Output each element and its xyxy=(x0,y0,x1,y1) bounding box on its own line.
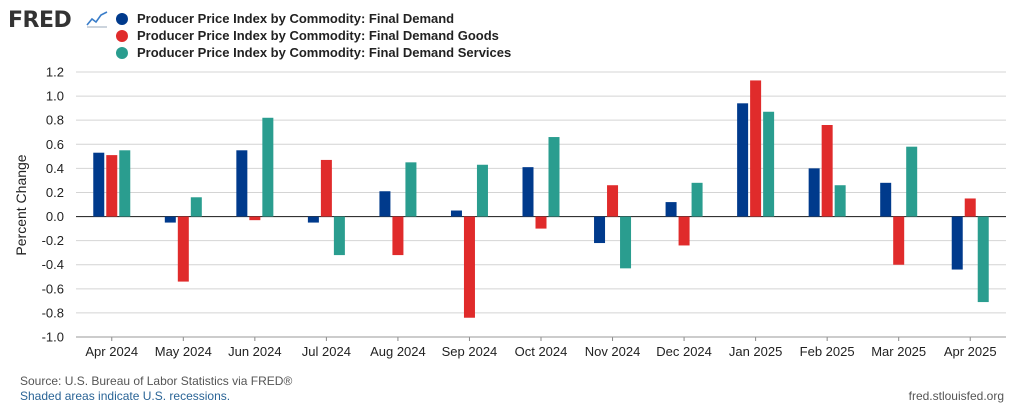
y-tick-label: 0.6 xyxy=(46,137,64,152)
legend-item-final-demand-goods[interactable]: Producer Price Index by Commodity: Final… xyxy=(116,27,511,44)
bar xyxy=(834,185,846,217)
bar xyxy=(737,103,749,217)
bar xyxy=(880,182,892,217)
bar xyxy=(164,216,176,223)
bar xyxy=(821,125,833,217)
x-tick-label: May 2024 xyxy=(155,344,212,359)
x-tick-label: Sep 2024 xyxy=(442,344,498,359)
bar xyxy=(964,198,976,217)
bar xyxy=(405,162,417,217)
legend-label: Producer Price Index by Commodity: Final… xyxy=(137,11,455,26)
chart-header: FRED Producer Price Index by Commodity: … xyxy=(8,6,1008,61)
legend: Producer Price Index by Commodity: Final… xyxy=(116,10,511,61)
y-tick-label: 0.2 xyxy=(46,185,64,200)
legend-item-final-demand[interactable]: Producer Price Index by Commodity: Final… xyxy=(116,10,511,27)
y-axis: 1.2 1.0 0.8 0.6 0.4 0.2 0.0 -0.2 -0.4 -0.6 -0.8 -1.… xyxy=(42,65,64,345)
bar xyxy=(320,159,332,217)
bar xyxy=(977,216,989,303)
bar xyxy=(750,80,762,217)
y-tick-label: -0.6 xyxy=(42,281,64,296)
x-tick-label: Jul 2024 xyxy=(302,344,351,359)
legend-label: Producer Price Index by Commodity: Final… xyxy=(137,45,512,60)
legend-item-final-demand-services[interactable]: Producer Price Index by Commodity: Final… xyxy=(116,44,511,61)
gridlines xyxy=(76,71,1006,338)
bar xyxy=(665,202,677,217)
x-tick-label: Apr 2024 xyxy=(85,344,138,359)
legend-marker xyxy=(116,46,128,59)
bar xyxy=(93,152,105,217)
legend-label: Producer Price Index by Commodity: Final… xyxy=(137,28,499,43)
bar xyxy=(463,216,475,318)
bar-chart: 1.2 1.0 0.8 0.6 0.4 0.2 0.0 -0.2 -0.4 -0.6 -0.8 -1.… xyxy=(13,65,1006,359)
x-tick-label: Mar 2025 xyxy=(871,344,926,359)
bar xyxy=(177,216,189,282)
bar xyxy=(691,182,703,217)
y-tick-label: -1.0 xyxy=(42,330,64,345)
bar xyxy=(190,197,202,217)
x-tick-label: Oct 2024 xyxy=(515,344,568,359)
bar xyxy=(450,210,462,217)
bar xyxy=(379,191,391,217)
x-tick-label: Nov 2024 xyxy=(585,344,641,359)
legend-marker xyxy=(116,29,128,42)
y-tick-label: 1.0 xyxy=(46,89,64,104)
x-tick-label: Feb 2025 xyxy=(800,344,855,359)
x-tick-label: Jan 2025 xyxy=(729,344,783,359)
fred-logo[interactable]: FRED xyxy=(8,8,72,33)
y-tick-label: -0.2 xyxy=(42,233,64,248)
x-tick-label: Jun 2024 xyxy=(228,344,282,359)
bar xyxy=(106,155,118,217)
recession-note[interactable]: Shaded areas indicate U.S. recessions. xyxy=(20,389,231,403)
footer-notes: Source: U.S. Bureau of Labor Statistics … xyxy=(20,374,292,404)
bar xyxy=(620,216,632,269)
y-axis-title: Percent Change xyxy=(13,154,29,255)
y-tick-label: 0.0 xyxy=(46,209,64,224)
bar xyxy=(333,216,345,256)
bar xyxy=(607,185,619,217)
x-axis: Apr 2024 May 2024 Jun 2024 Jul 2024 Aug 2024… xyxy=(76,336,1006,359)
bar xyxy=(119,150,131,217)
bar xyxy=(535,216,547,229)
bar-series xyxy=(93,80,989,318)
x-tick-label: Dec 2024 xyxy=(656,344,712,359)
bar xyxy=(808,168,820,217)
x-tick-label: Aug 2024 xyxy=(370,344,426,359)
bar xyxy=(392,216,404,256)
y-tick-label: 0.8 xyxy=(46,113,64,128)
bar xyxy=(594,216,606,244)
legend-marker xyxy=(116,12,128,25)
x-tick-label: Apr 2025 xyxy=(944,344,997,359)
y-tick-label: 0.4 xyxy=(46,161,64,176)
bar xyxy=(951,216,963,270)
bar xyxy=(893,216,905,265)
bar xyxy=(476,164,488,217)
bar xyxy=(548,137,560,217)
source-note: Source: U.S. Bureau of Labor Statistics … xyxy=(20,374,293,388)
fred-url[interactable]: fred.stlouisfed.org xyxy=(908,389,1004,403)
y-tick-label: -0.8 xyxy=(42,305,64,320)
bar xyxy=(249,216,261,221)
line-graph-icon xyxy=(86,11,108,28)
bar xyxy=(262,117,274,217)
bar xyxy=(307,216,319,223)
bar xyxy=(236,150,248,217)
y-tick-label: -0.4 xyxy=(42,257,64,272)
y-tick-label: 1.2 xyxy=(46,65,64,80)
bar xyxy=(906,146,918,217)
bar xyxy=(522,167,534,217)
bar xyxy=(763,111,775,217)
bar xyxy=(678,216,690,246)
